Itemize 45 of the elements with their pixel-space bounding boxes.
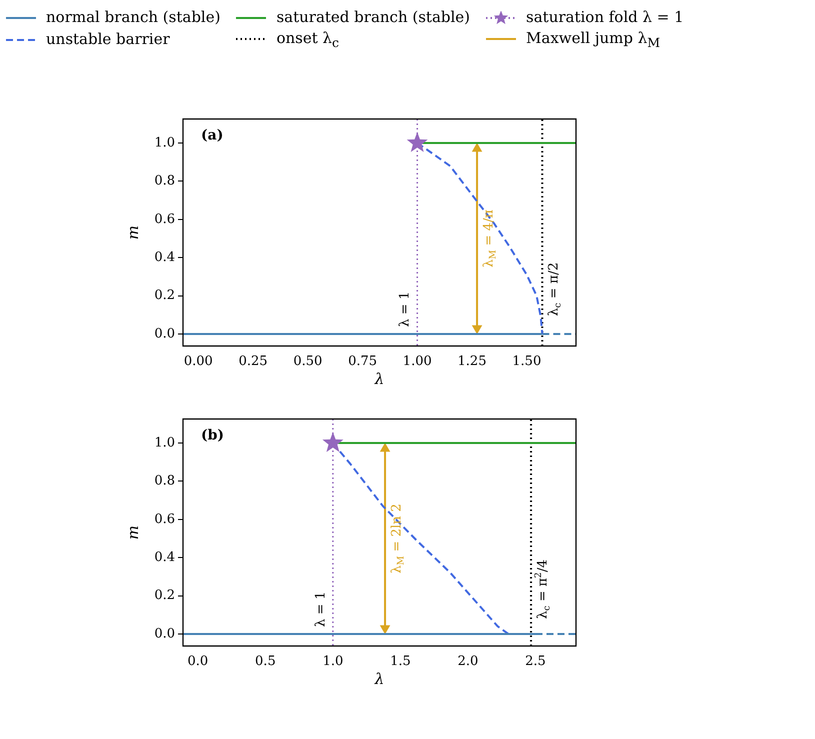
y-tick-label: 0.4 <box>154 550 175 565</box>
y-axis-title: m <box>124 525 142 540</box>
y-axis-title: m <box>124 225 142 240</box>
y-tick-label: 0.2 <box>154 588 175 604</box>
legend-label: saturated branch (stable) <box>276 8 470 26</box>
x-tick-label: 1.0 <box>322 654 344 670</box>
annotation: λc = π/2 <box>546 262 564 316</box>
x-tick-label: 0.00 <box>184 354 213 370</box>
y-tick-label: 0.0 <box>154 626 175 642</box>
y-tick-label: 0.6 <box>154 212 175 227</box>
point <box>322 432 344 452</box>
y-tick-label: 0.4 <box>154 250 175 265</box>
x-tick-label: 1.00 <box>402 354 432 370</box>
annotation: λM = 2ln 2 <box>389 504 406 574</box>
y-tick-label: 0.6 <box>154 512 175 527</box>
annotation: λM = 4/π <box>481 209 498 268</box>
y-tick-label: 0.0 <box>154 326 175 342</box>
legend-label: normal branch (stable) <box>46 8 220 26</box>
y-tick-label: 1.0 <box>154 135 175 150</box>
annotation: λc = π2/4 <box>534 560 552 619</box>
legend-label: Maxwell jump λ$_{M}$ <box>526 28 660 50</box>
x-tick-label: 0.75 <box>348 354 378 370</box>
x-tick-label: 1.5 <box>390 654 411 670</box>
x-axis-title: λ <box>374 370 384 388</box>
ref-line-label: λ = 1 <box>313 591 328 627</box>
text: (a) <box>201 128 224 144</box>
x-tick-label: 1.50 <box>512 354 542 370</box>
legend-label: saturation fold λ = 1 <box>526 8 684 26</box>
point <box>406 132 428 152</box>
x-tick-label: 0.50 <box>293 354 322 370</box>
y-tick-label: 0.8 <box>154 474 175 489</box>
x-axis-title: λ <box>374 670 384 688</box>
x-tick-label: 2.5 <box>525 654 546 670</box>
y-tick-label: 0.2 <box>154 288 175 304</box>
x-tick-label: 2.0 <box>458 654 478 670</box>
legend-label: onset λ$_{c}$ <box>276 28 340 50</box>
x-tick-label: 1.25 <box>458 354 486 370</box>
x-tick-label: 0.25 <box>238 354 268 370</box>
y-tick-label: 1.0 <box>154 435 175 450</box>
legend-label: unstable barrier <box>46 30 170 48</box>
x-tick-label: 0.5 <box>255 654 276 670</box>
y-tick-label: 0.8 <box>154 174 175 189</box>
ref-line-label: λ = 1 <box>398 291 413 327</box>
x-tick-label: 0.0 <box>188 654 208 670</box>
text: (b) <box>201 428 224 444</box>
